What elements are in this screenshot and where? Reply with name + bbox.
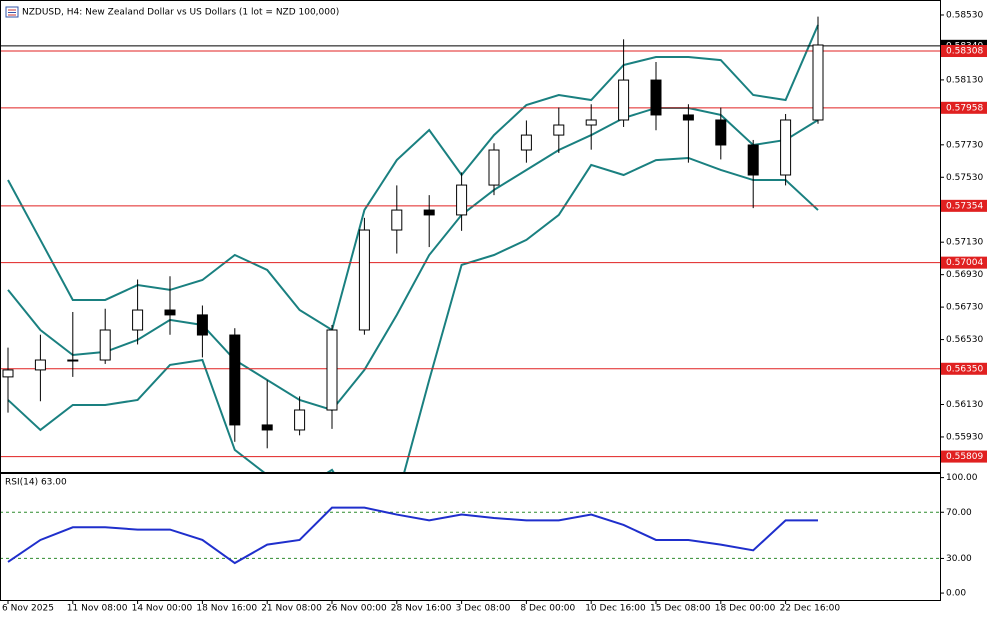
x-tick-label: 15 Dec 08:00 xyxy=(650,604,711,614)
candle-body xyxy=(132,309,144,331)
candle-body xyxy=(812,44,824,121)
candle-body xyxy=(261,424,273,431)
x-tick-label: 21 Nov 08:00 xyxy=(261,604,322,614)
x-tick-label: 11 Nov 08:00 xyxy=(67,604,128,614)
x-tick-label: 3 Dec 08:00 xyxy=(456,604,511,614)
level-box xyxy=(941,101,987,114)
y-tick-label: 70.00 xyxy=(946,508,972,518)
bollinger-upper xyxy=(7,24,819,332)
candle-body xyxy=(164,309,176,316)
axes: 0.58530 0.58130 0.57730 0.57530 0.57130 0.569… xyxy=(2,10,987,614)
main-frame xyxy=(0,0,941,473)
candle-body xyxy=(747,144,759,176)
candle-body xyxy=(423,209,435,216)
y-tick-label: 0.58530 xyxy=(946,10,983,20)
candle-body xyxy=(456,184,468,216)
candle-body xyxy=(553,124,565,136)
y-tick-label: 0.00 xyxy=(946,589,966,599)
y-tick-label: 30.00 xyxy=(946,554,972,564)
candle-body xyxy=(2,369,14,378)
x-tick-label: 6 Nov 2025 xyxy=(2,604,54,614)
level-box xyxy=(941,362,987,375)
level-label: 0.55809 xyxy=(946,452,983,462)
x-tick-label: 8 Dec 00:00 xyxy=(520,604,575,614)
price-plot xyxy=(1,16,940,472)
candle-body xyxy=(99,329,111,361)
level-box xyxy=(941,450,987,463)
level-label: 0.56350 xyxy=(946,364,983,374)
rsi-line xyxy=(7,506,818,565)
candle-body xyxy=(67,359,79,362)
y-tick-label: 0.55930 xyxy=(946,432,983,442)
candle-body xyxy=(326,329,338,411)
level-box xyxy=(941,199,987,212)
level-label: 0.57354 xyxy=(946,201,983,211)
y-tick-label: 0.57730 xyxy=(946,140,983,150)
candle-body xyxy=(294,409,306,431)
x-tick-label: 10 Dec 16:00 xyxy=(585,604,646,614)
candle-body xyxy=(34,359,46,371)
candle-body xyxy=(391,209,403,231)
candle-body xyxy=(520,134,532,151)
y-tick-label: 0.58130 xyxy=(946,75,983,85)
level-box xyxy=(941,45,987,58)
bollinger-middle xyxy=(7,106,819,412)
level-box xyxy=(941,256,987,269)
candle-body xyxy=(715,119,727,146)
symbol-icon xyxy=(5,6,19,18)
x-tick-label: 26 Nov 00:00 xyxy=(326,604,387,614)
level-label: 0.57004 xyxy=(946,258,983,268)
rsi-title: RSI(14) 63.00 xyxy=(5,478,67,488)
candle-body xyxy=(585,119,597,126)
candle-body xyxy=(229,334,241,426)
y-tick-label: 0.57530 xyxy=(946,173,983,183)
x-tick-label: 18 Nov 16:00 xyxy=(196,604,257,614)
y-tick-label: 100.00 xyxy=(946,473,978,483)
level-label: 0.58308 xyxy=(946,47,983,57)
x-tick-label: 22 Dec 16:00 xyxy=(780,604,841,614)
level-label: 0.57958 xyxy=(946,103,983,113)
bollinger-lower xyxy=(7,156,819,472)
candle-body xyxy=(358,229,370,331)
x-tick-label: 28 Nov 16:00 xyxy=(391,604,452,614)
y-tick-label: 0.56130 xyxy=(946,400,983,410)
y-tick-label: 0.56730 xyxy=(946,303,983,313)
candle-body xyxy=(682,114,694,121)
y-tick-label: 0.56930 xyxy=(946,270,983,280)
candle-body xyxy=(650,79,662,116)
x-tick-label: 14 Nov 00:00 xyxy=(132,604,193,614)
y-tick-label: 0.56530 xyxy=(946,335,983,345)
candle-body xyxy=(488,149,500,186)
chart-title: NZDUSD, H4: New Zealand Dollar vs US Dol… xyxy=(22,8,339,18)
x-tick-label: 18 Dec 00:00 xyxy=(715,604,776,614)
candle-body xyxy=(618,79,630,121)
y-tick-label: 0.57130 xyxy=(946,238,983,248)
rsi-plot xyxy=(1,506,940,565)
rsi-frame xyxy=(0,473,941,601)
candle-body xyxy=(196,314,208,336)
candle-body xyxy=(780,119,792,176)
